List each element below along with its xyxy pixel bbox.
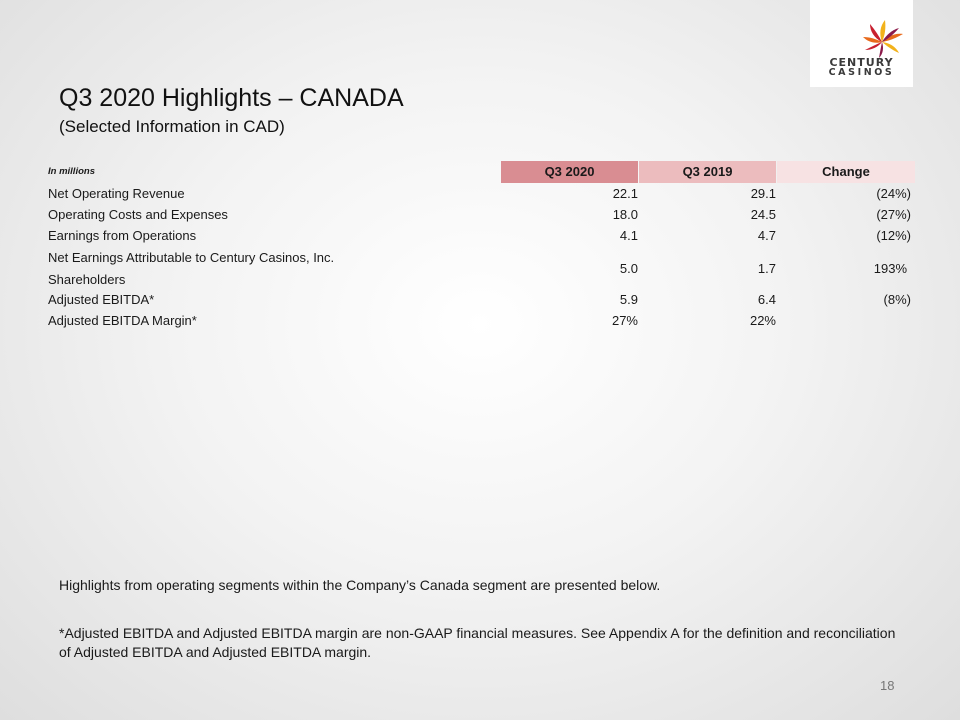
- table-row: Net Operating Revenue 22.1 29.1 (24%): [45, 183, 915, 205]
- table-row: Adjusted EBITDA* 5.9 6.4 (8%): [45, 289, 915, 311]
- q3-2019-value: 24.5: [750, 207, 776, 222]
- row-label: Operating Costs and Expenses: [48, 207, 228, 222]
- logo-text-casinos: CASINOS: [828, 67, 895, 78]
- q3-2020-value: 5.9: [619, 292, 638, 307]
- segment-highlights-note: Highlights from operating segments withi…: [59, 577, 661, 593]
- page-number: 18: [880, 678, 895, 693]
- row-label: Adjusted EBITDA*: [48, 292, 155, 307]
- table-units-label: In millions: [48, 166, 95, 177]
- q3-2019-value: 4.7: [757, 228, 776, 243]
- row-label: Net Operating Revenue: [48, 186, 185, 201]
- change-value: 193%: [873, 261, 907, 276]
- company-logo: CENTURY CASINOS: [810, 0, 913, 87]
- column-header-change: Change: [777, 161, 915, 183]
- q3-2019-value: 29.1: [750, 186, 776, 201]
- page-subtitle: (Selected Information in CAD): [59, 117, 285, 136]
- column-header-q3-2020: Q3 2020: [501, 161, 638, 183]
- change-value: (8%): [883, 292, 911, 307]
- table-row: Adjusted EBITDA Margin* 27% 22%: [45, 310, 915, 332]
- change-value: (27%): [876, 207, 911, 222]
- row-label: Earnings from Operations: [48, 228, 197, 243]
- table-row: Earnings from Operations 4.1 4.7 (12%): [45, 225, 915, 247]
- q3-2020-value: 22.1: [612, 186, 638, 201]
- q3-2019-value: 6.4: [757, 292, 776, 307]
- q3-2020-value: 18.0: [612, 207, 638, 222]
- change-value: (12%): [876, 228, 911, 243]
- row-label: Adjusted EBITDA Margin*: [48, 313, 197, 328]
- starburst-icon: [863, 20, 903, 58]
- q3-2019-value: 22%: [749, 313, 776, 328]
- q3-2020-value: 27%: [611, 313, 638, 328]
- logo-text-century: CENTURY: [829, 56, 894, 69]
- row-label: Net Earnings Attributable to Century Cas…: [48, 250, 335, 287]
- non-gaap-footnote: *Adjusted EBITDA and Adjusted EBITDA mar…: [59, 625, 896, 660]
- q3-2020-value: 5.0: [619, 261, 638, 276]
- change-value: (24%): [876, 186, 911, 201]
- q3-2020-value: 4.1: [619, 228, 638, 243]
- column-header-q3-2019: Q3 2019: [639, 161, 776, 183]
- page-title: Q3 2020 Highlights – CANADA: [59, 84, 404, 112]
- table-row: Net Earnings Attributable to Century Cas…: [45, 247, 915, 291]
- table-row: Operating Costs and Expenses 18.0 24.5 (…: [45, 204, 915, 226]
- q3-2019-value: 1.7: [757, 261, 776, 276]
